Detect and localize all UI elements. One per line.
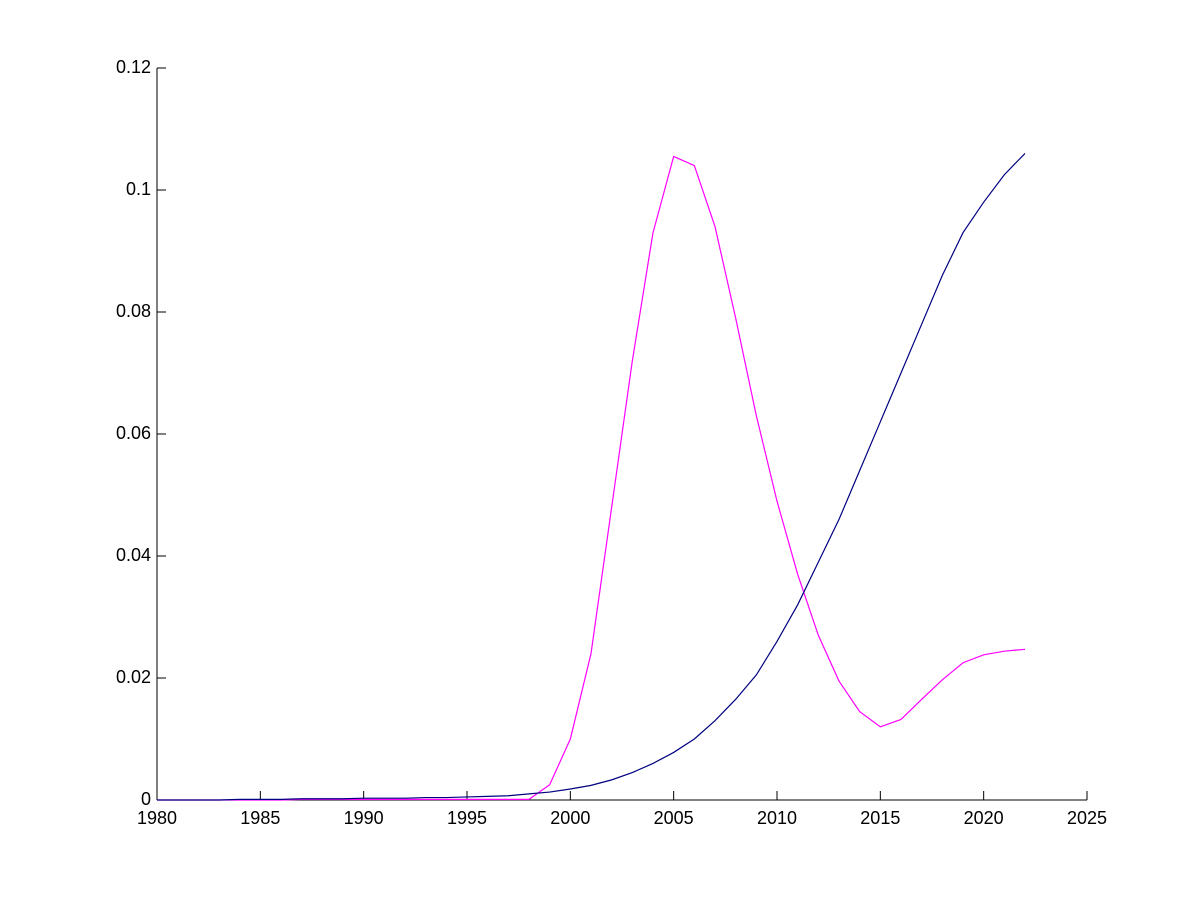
y-tick-label: 0.02 bbox=[116, 667, 151, 687]
x-tick-label: 2015 bbox=[860, 808, 900, 828]
x-tick-label: 1990 bbox=[344, 808, 384, 828]
x-tick-label: 1985 bbox=[240, 808, 280, 828]
y-tick-label: 0.1 bbox=[126, 179, 151, 199]
series-line bbox=[157, 152, 1026, 801]
y-tick-label: 0.08 bbox=[116, 301, 151, 321]
y-tick-label: 0.12 bbox=[116, 57, 151, 77]
x-tick-label: 2005 bbox=[654, 808, 694, 828]
series-line bbox=[157, 155, 1026, 801]
x-tick-label: 2025 bbox=[1067, 808, 1107, 828]
y-tick-label: 0.04 bbox=[116, 545, 151, 565]
x-tick-label: 2020 bbox=[964, 808, 1004, 828]
y-tick-label: 0 bbox=[141, 789, 151, 809]
x-tick-label: 2010 bbox=[757, 808, 797, 828]
x-tick-label: 2000 bbox=[550, 808, 590, 828]
y-tick-label: 0.06 bbox=[116, 423, 151, 443]
x-tick-label: 1980 bbox=[137, 808, 177, 828]
x-tick-label: 1995 bbox=[447, 808, 487, 828]
